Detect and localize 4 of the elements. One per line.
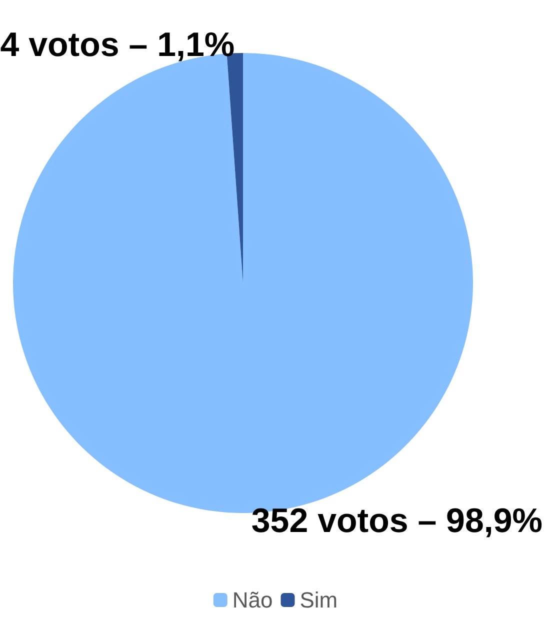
legend-label: Não: [232, 588, 273, 612]
legend-label: Sim: [300, 588, 338, 612]
data-label: 4 votos – 1,1%: [0, 26, 235, 64]
data-label: 352 votos – 98,9%: [251, 502, 542, 540]
